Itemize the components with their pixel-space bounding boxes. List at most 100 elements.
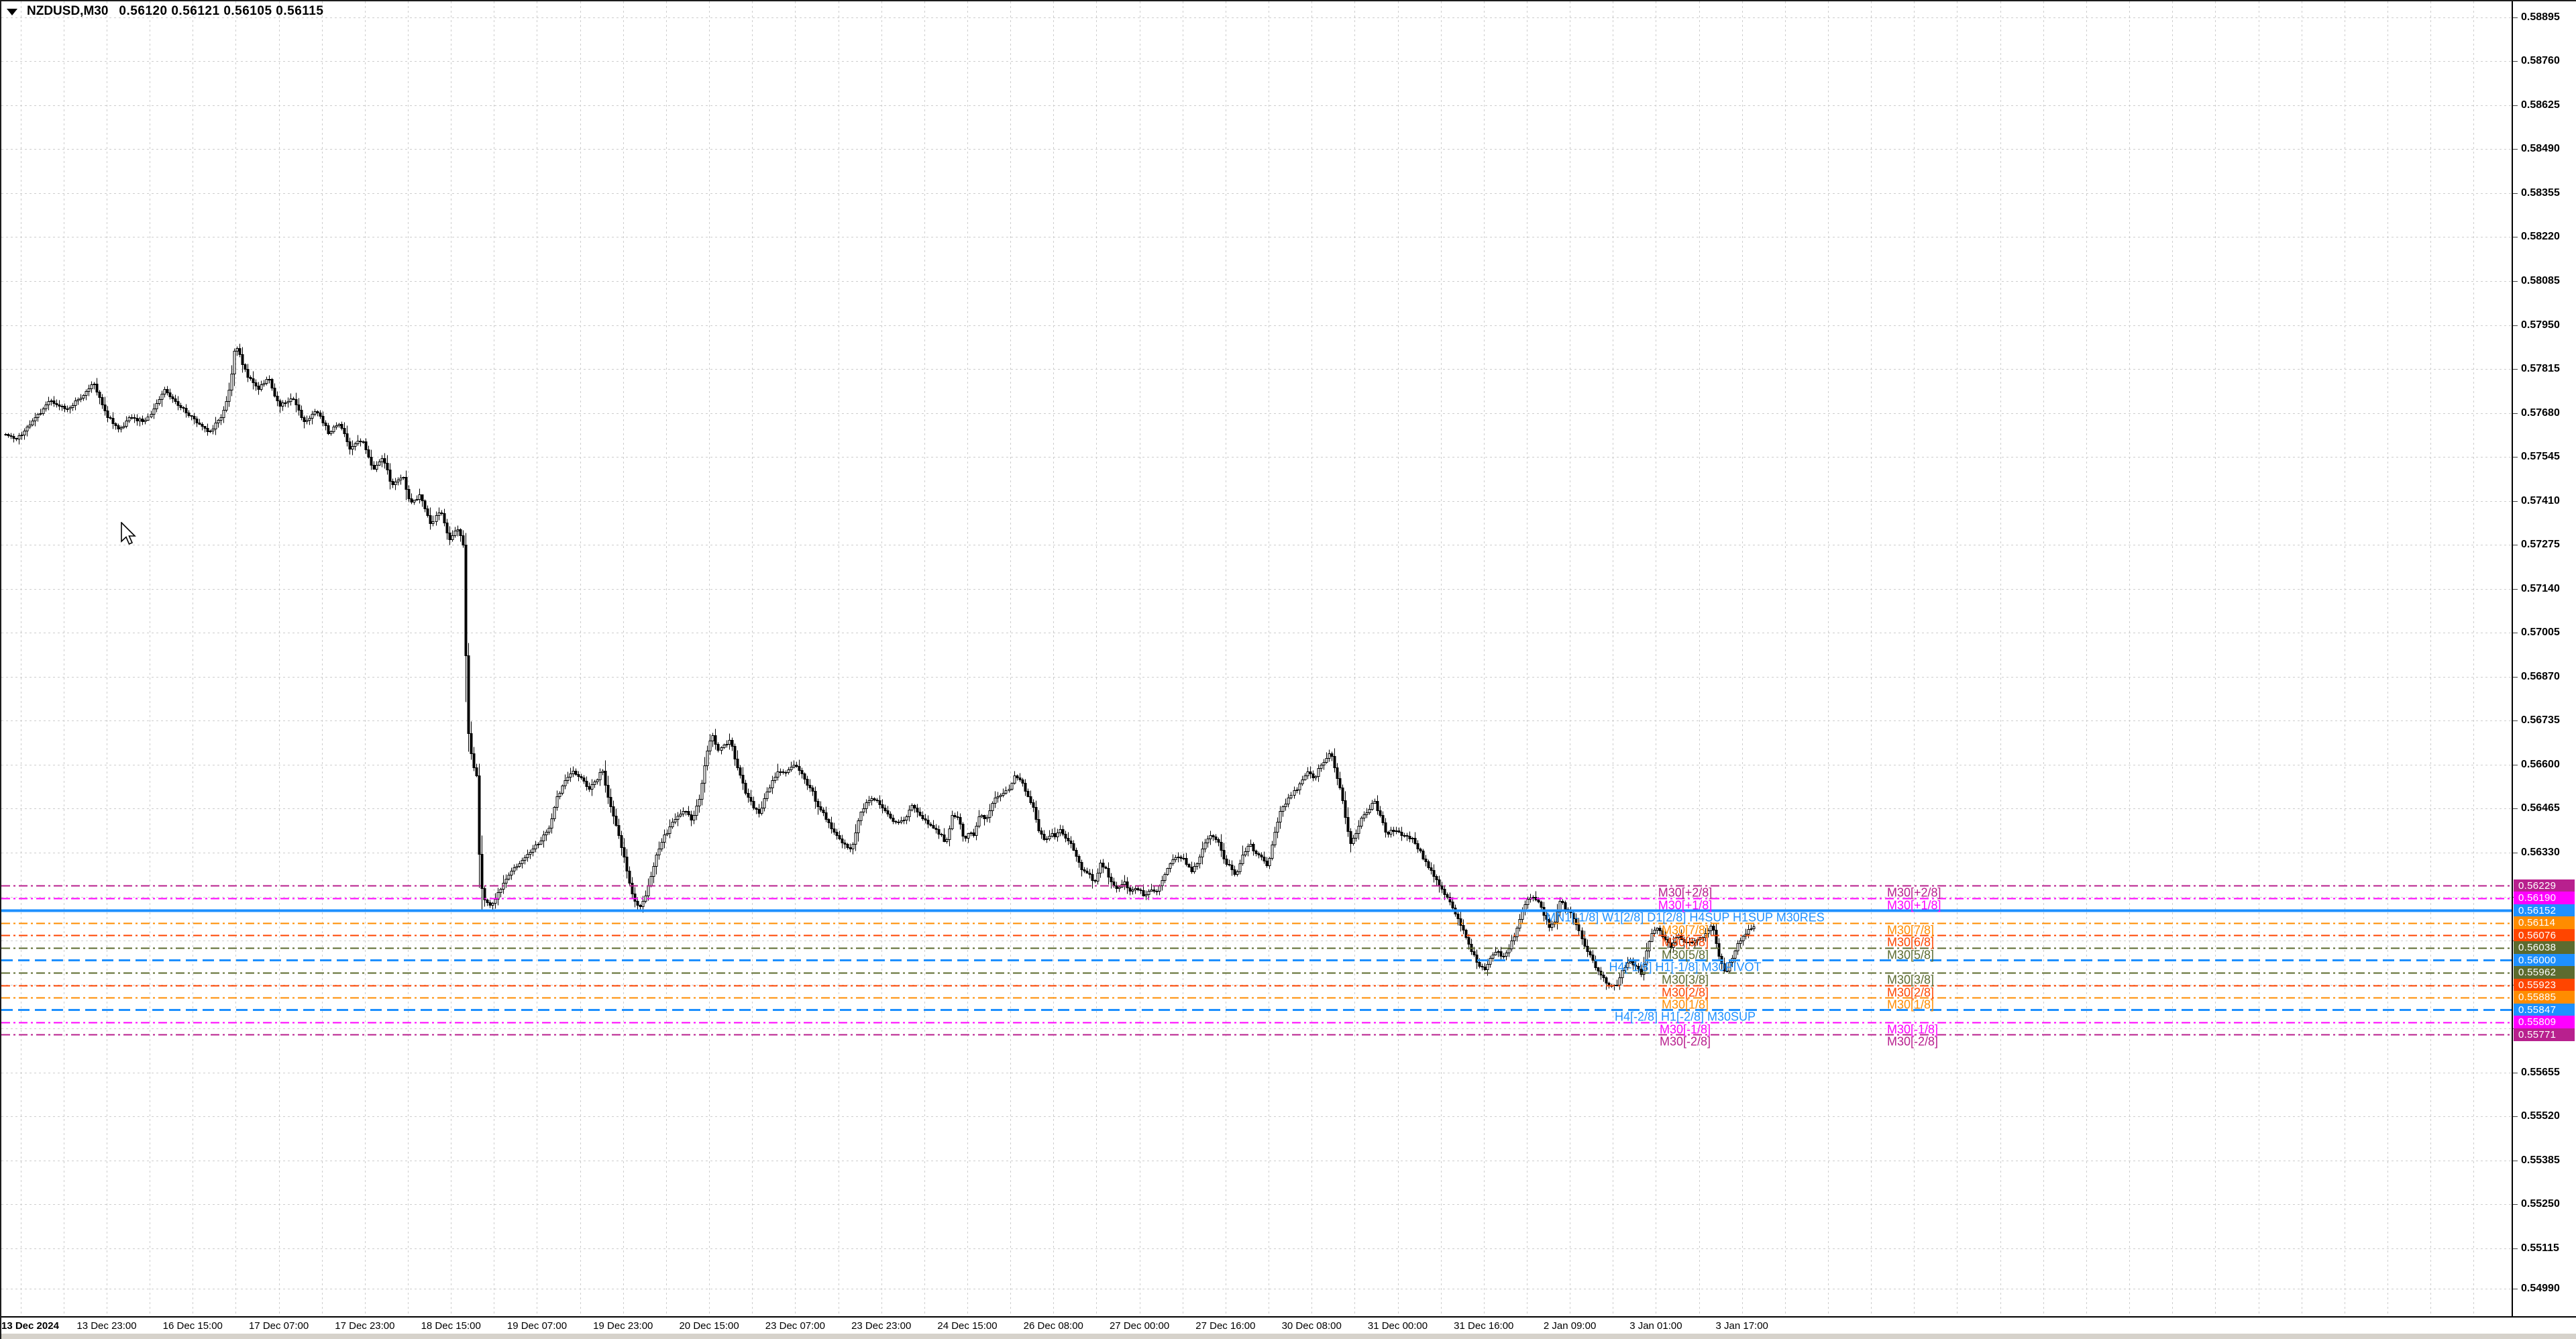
price-tick-label: 0.55520 bbox=[2521, 1110, 2560, 1122]
window-bottom-strip bbox=[0, 1334, 2576, 1339]
murrey-level-label: M30[-2/8] bbox=[1660, 1035, 1711, 1049]
murrey-level-label-right: M30[7/8] bbox=[1887, 924, 1934, 937]
grid-lines bbox=[1, 1, 2512, 1316]
time-axis-label: 2 Jan 09:00 bbox=[1543, 1320, 1597, 1332]
price-tick-label: 0.55250 bbox=[2521, 1198, 2560, 1210]
price-tick-label: 0.56735 bbox=[2521, 714, 2560, 727]
price-tick-label: 0.57140 bbox=[2521, 582, 2560, 594]
murrey-level-label: M30[3/8] bbox=[1662, 973, 1709, 987]
price-tick-mark bbox=[2513, 325, 2518, 326]
price-tick-label: 0.54990 bbox=[2521, 1283, 2560, 1295]
murrey-axis-price-label: 0.55923 bbox=[2514, 979, 2575, 992]
murrey-level-labels: M30[+2/8] M30[+2/8]M30[+1/8] M30[+1/8]MN1[… bbox=[1546, 886, 1941, 1049]
murrey-level-label-right: M30[+2/8] bbox=[1887, 886, 1941, 900]
price-tick-label: 0.55115 bbox=[2521, 1242, 2559, 1254]
price-tick-mark bbox=[2513, 281, 2518, 282]
murrey-level-label-right: M30[2/8] bbox=[1887, 986, 1934, 1000]
time-axis-label: 23 Dec 23:00 bbox=[851, 1320, 912, 1332]
candlestick-series bbox=[4, 343, 1756, 991]
murrey-axis-price-label: 0.55771 bbox=[2514, 1028, 2575, 1041]
time-axis-label: 27 Dec 16:00 bbox=[1195, 1320, 1256, 1332]
time-axis-label: 31 Dec 16:00 bbox=[1454, 1320, 1514, 1332]
price-tick-mark bbox=[2513, 369, 2518, 370]
murrey-axis-price-label: 0.56229 bbox=[2514, 879, 2575, 892]
murrey-axis-price-label: 0.55809 bbox=[2514, 1016, 2575, 1029]
time-axis-label: 27 Dec 00:00 bbox=[1109, 1320, 1170, 1332]
time-axis-label: 17 Dec 23:00 bbox=[335, 1320, 395, 1332]
price-tick-mark bbox=[2513, 500, 2518, 502]
price-axis[interactable]: 0.58895 0.58760 0.58625 0.58490 0.58355 0.582… bbox=[2512, 0, 2576, 1316]
price-tick-label: 0.57815 bbox=[2521, 363, 2560, 375]
price-tick-label: 0.55385 bbox=[2521, 1154, 2560, 1166]
murrey-level-label: M30[7/8] bbox=[1662, 924, 1709, 937]
price-tick-mark bbox=[2513, 17, 2518, 18]
murrey-axis-price-label: 0.56076 bbox=[2514, 928, 2575, 942]
price-tick-mark bbox=[2513, 1116, 2518, 1118]
murrey-level-label-right: M30[3/8] bbox=[1887, 973, 1934, 987]
murrey-axis-price-label: 0.56038 bbox=[2514, 941, 2575, 955]
price-tick-mark bbox=[2513, 413, 2518, 414]
price-tick-label: 0.57545 bbox=[2521, 451, 2560, 463]
murrey-axis-price-label: 0.55962 bbox=[2514, 966, 2575, 979]
time-axis-label: 13 Dec 23:00 bbox=[76, 1320, 137, 1332]
price-tick-mark bbox=[2513, 676, 2518, 678]
price-tick-label: 0.57680 bbox=[2521, 407, 2560, 419]
price-axis-separator bbox=[2512, 0, 2513, 1316]
chart-title: NZDUSD,M30 0.56120 0.56121 0.56105 0.561… bbox=[7, 4, 323, 19]
murrey-level-label: M30[+1/8] bbox=[1658, 899, 1713, 912]
price-tick-label: 0.58895 bbox=[2521, 11, 2560, 23]
window-border-left bbox=[0, 0, 1, 1339]
murrey-axis-price-label: 0.56190 bbox=[2514, 892, 2575, 905]
price-tick-label: 0.57410 bbox=[2521, 494, 2560, 506]
price-tick-label: 0.58220 bbox=[2521, 231, 2560, 243]
murrey-level-label-right: M30[-2/8] bbox=[1887, 1035, 1938, 1049]
murrey-level-label: M30[6/8] bbox=[1662, 936, 1709, 949]
price-tick-label: 0.58625 bbox=[2521, 99, 2560, 111]
price-tick-label: 0.56465 bbox=[2521, 802, 2560, 814]
price-tick-label: 0.56870 bbox=[2521, 670, 2560, 682]
price-tick-mark bbox=[2513, 105, 2518, 106]
chart-menu-triangle-icon[interactable] bbox=[7, 9, 17, 15]
price-tick-label: 0.57950 bbox=[2521, 319, 2560, 331]
murrey-level-label: M30[2/8] bbox=[1662, 986, 1709, 1000]
price-tick-mark bbox=[2513, 457, 2518, 458]
ohlc-quotes-label: 0.56120 0.56121 0.56105 0.56115 bbox=[119, 4, 324, 18]
murrey-level-lines bbox=[1, 885, 2512, 1036]
time-axis-label: 23 Dec 07:00 bbox=[765, 1320, 825, 1332]
window-border-top bbox=[0, 0, 2576, 1]
price-tick-mark bbox=[2513, 808, 2518, 810]
murrey-level-label: M30[5/8] bbox=[1662, 949, 1709, 962]
time-axis-label: 19 Dec 23:00 bbox=[593, 1320, 653, 1332]
price-tick-label: 0.58490 bbox=[2521, 143, 2560, 155]
price-tick-mark bbox=[2513, 61, 2518, 62]
murrey-level-label: M30[-1/8] bbox=[1660, 1023, 1711, 1036]
price-tick-label: 0.55655 bbox=[2521, 1066, 2560, 1078]
time-axis-label: 3 Jan 01:00 bbox=[1629, 1320, 1682, 1332]
time-axis-label: 31 Dec 00:00 bbox=[1367, 1320, 1428, 1332]
price-tick-mark bbox=[2513, 149, 2518, 150]
price-tick-label: 0.57005 bbox=[2521, 627, 2560, 639]
murrey-level-label: M30[+2/8] bbox=[1658, 886, 1713, 900]
murrey-level-label-right: M30[+1/8] bbox=[1887, 899, 1941, 912]
price-tick-mark bbox=[2513, 193, 2518, 194]
price-tick-mark bbox=[2513, 720, 2518, 722]
time-axis-label: 20 Dec 15:00 bbox=[679, 1320, 739, 1332]
time-axis-label: 30 Dec 08:00 bbox=[1281, 1320, 1342, 1332]
murrey-axis-price-label: 0.56114 bbox=[2514, 916, 2575, 930]
murrey-axis-price-label: 0.56152 bbox=[2514, 904, 2575, 917]
murrey-level-label-right: M30[5/8] bbox=[1887, 949, 1934, 962]
murrey-level-label: MN1[-1/8] W1[2/8] D1[2/8] H4SUP H1SUP M3… bbox=[1546, 911, 1825, 924]
murrey-axis-price-label: 0.56000 bbox=[2514, 953, 2575, 967]
mouse-cursor-icon bbox=[121, 522, 136, 545]
price-tick-mark bbox=[2513, 588, 2518, 590]
murrey-axis-price-label: 0.55847 bbox=[2514, 1003, 2575, 1016]
murrey-level-label: H4[-1/8] H1[-1/8] M30PIVOT bbox=[1609, 961, 1761, 974]
murrey-level-label-right: M30[-1/8] bbox=[1887, 1023, 1938, 1036]
price-tick-label: 0.58355 bbox=[2521, 186, 2560, 199]
time-axis-label: 17 Dec 07:00 bbox=[248, 1320, 309, 1332]
time-axis-label: 13 Dec 2024 bbox=[1, 1320, 59, 1332]
symbol-timeframe-label: NZDUSD,M30 bbox=[27, 4, 109, 18]
time-axis[interactable]: 13 Dec 2024 13 Dec 23:00 16 Dec 15:00 17 De… bbox=[0, 1316, 2576, 1335]
